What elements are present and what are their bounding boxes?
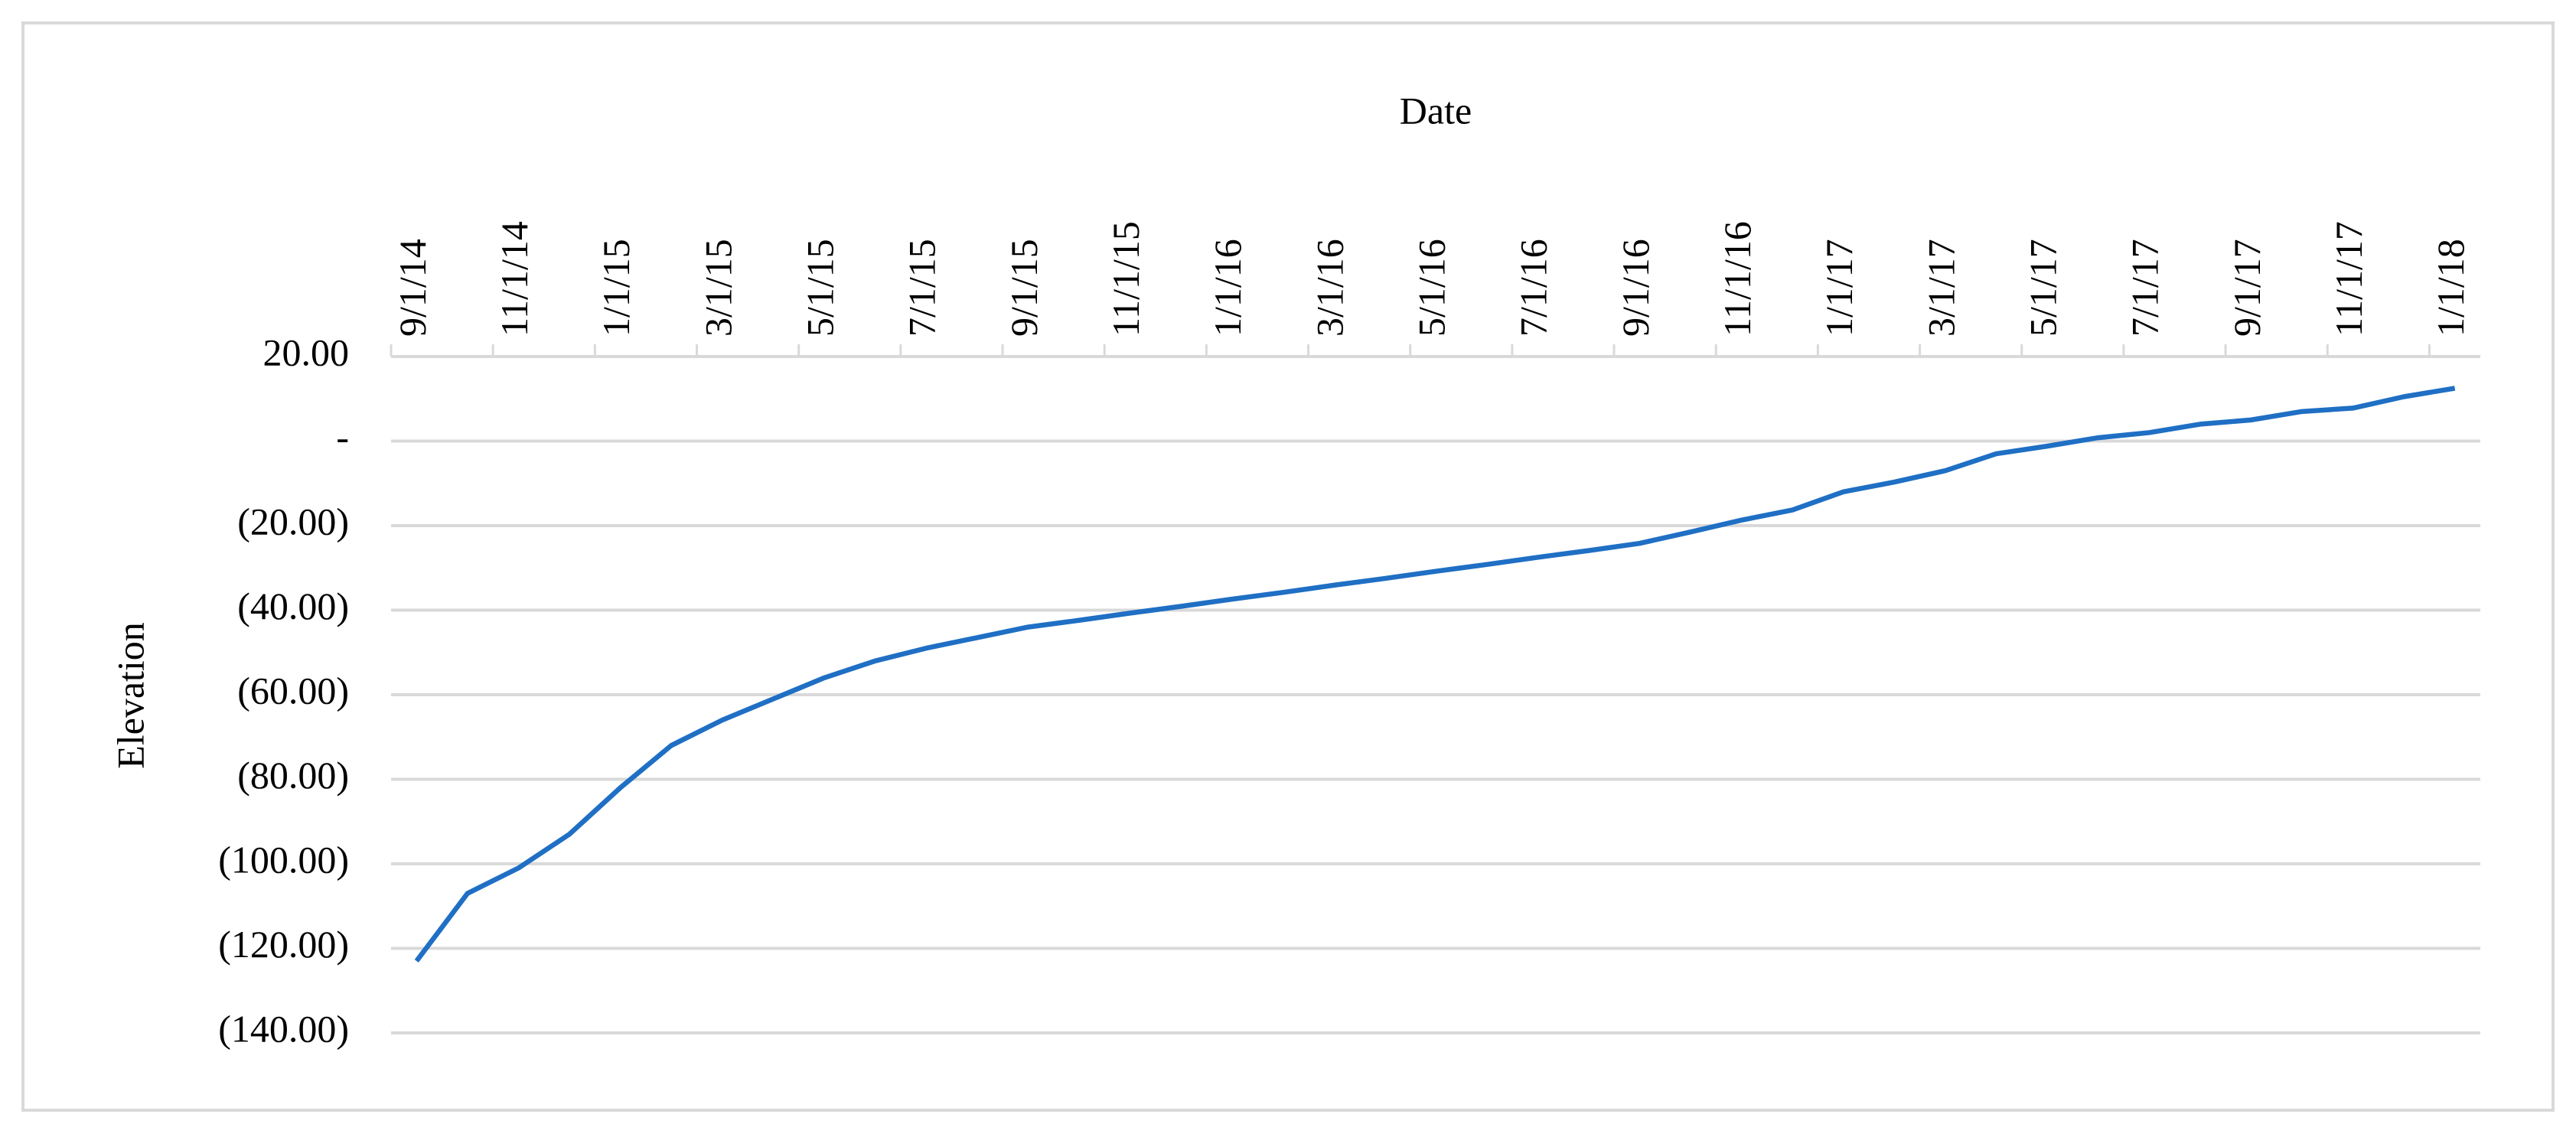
x-tick-label: 11/1/16	[1716, 221, 1759, 337]
x-tick-label: 11/1/17	[2327, 221, 2370, 337]
x-tick-label: 7/1/17	[2124, 239, 2167, 337]
x-tick-label: 3/1/16	[1308, 239, 1351, 337]
y-tick-label: (140.00)	[218, 1007, 349, 1050]
chart-border	[21, 21, 2555, 1112]
x-tick-label: 7/1/16	[1512, 239, 1555, 337]
data-line	[414, 386, 2456, 963]
x-tick-label: 9/1/14	[391, 239, 434, 337]
y-tick-label: (40.00)	[237, 585, 349, 627]
x-tick-label: 5/1/15	[798, 239, 841, 337]
y-tick-label: (60.00)	[237, 669, 349, 712]
x-tick-label: 5/1/16	[1410, 239, 1453, 337]
x-tick-label: 1/1/15	[595, 239, 637, 337]
y-tick-label: (20.00)	[237, 500, 349, 542]
x-tick-label: 9/1/16	[1614, 239, 1657, 337]
x-tick-label: 9/1/17	[2225, 239, 2268, 337]
x-tick-label: 1/1/18	[2429, 239, 2472, 337]
x-tick-label: 9/1/15	[1003, 239, 1045, 337]
x-tick-label: 11/1/14	[493, 221, 536, 337]
y-tick-label: (80.00)	[237, 754, 349, 796]
x-tick-label: 1/1/17	[1818, 239, 1860, 337]
y-tick-label: (120.00)	[218, 923, 349, 966]
chart-title: Date	[1400, 89, 1472, 132]
x-tick-label: 11/1/15	[1104, 221, 1147, 337]
y-tick-label: (100.00)	[218, 838, 349, 881]
x-tick-label: 5/1/17	[2021, 239, 2064, 337]
y-axis-label: Elevation	[109, 622, 152, 769]
x-tick-label: 7/1/15	[901, 239, 944, 337]
x-tick-label: 3/1/15	[696, 239, 739, 337]
x-tick-label: 3/1/17	[1919, 239, 1962, 337]
y-tick-label: -	[336, 415, 349, 458]
y-tick-label: 20.00	[263, 331, 350, 373]
x-tick-label: 1/1/16	[1206, 239, 1249, 337]
